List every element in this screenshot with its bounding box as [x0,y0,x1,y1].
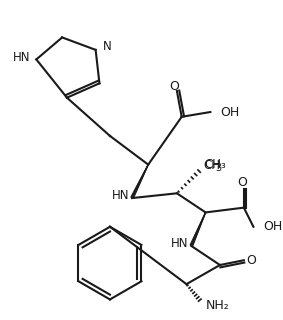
Text: O: O [169,80,179,93]
Text: NH₂: NH₂ [205,299,229,312]
Text: HN: HN [13,51,31,64]
Text: CH: CH [204,159,221,172]
Text: O: O [237,176,247,189]
Text: HN: HN [112,189,129,202]
Text: 3: 3 [215,164,221,173]
Text: OH: OH [263,220,282,233]
Text: N: N [103,41,112,53]
Text: CH₃: CH₃ [205,158,226,171]
Text: HN: HN [171,236,188,250]
Text: O: O [246,254,256,267]
Text: OH: OH [220,106,239,118]
